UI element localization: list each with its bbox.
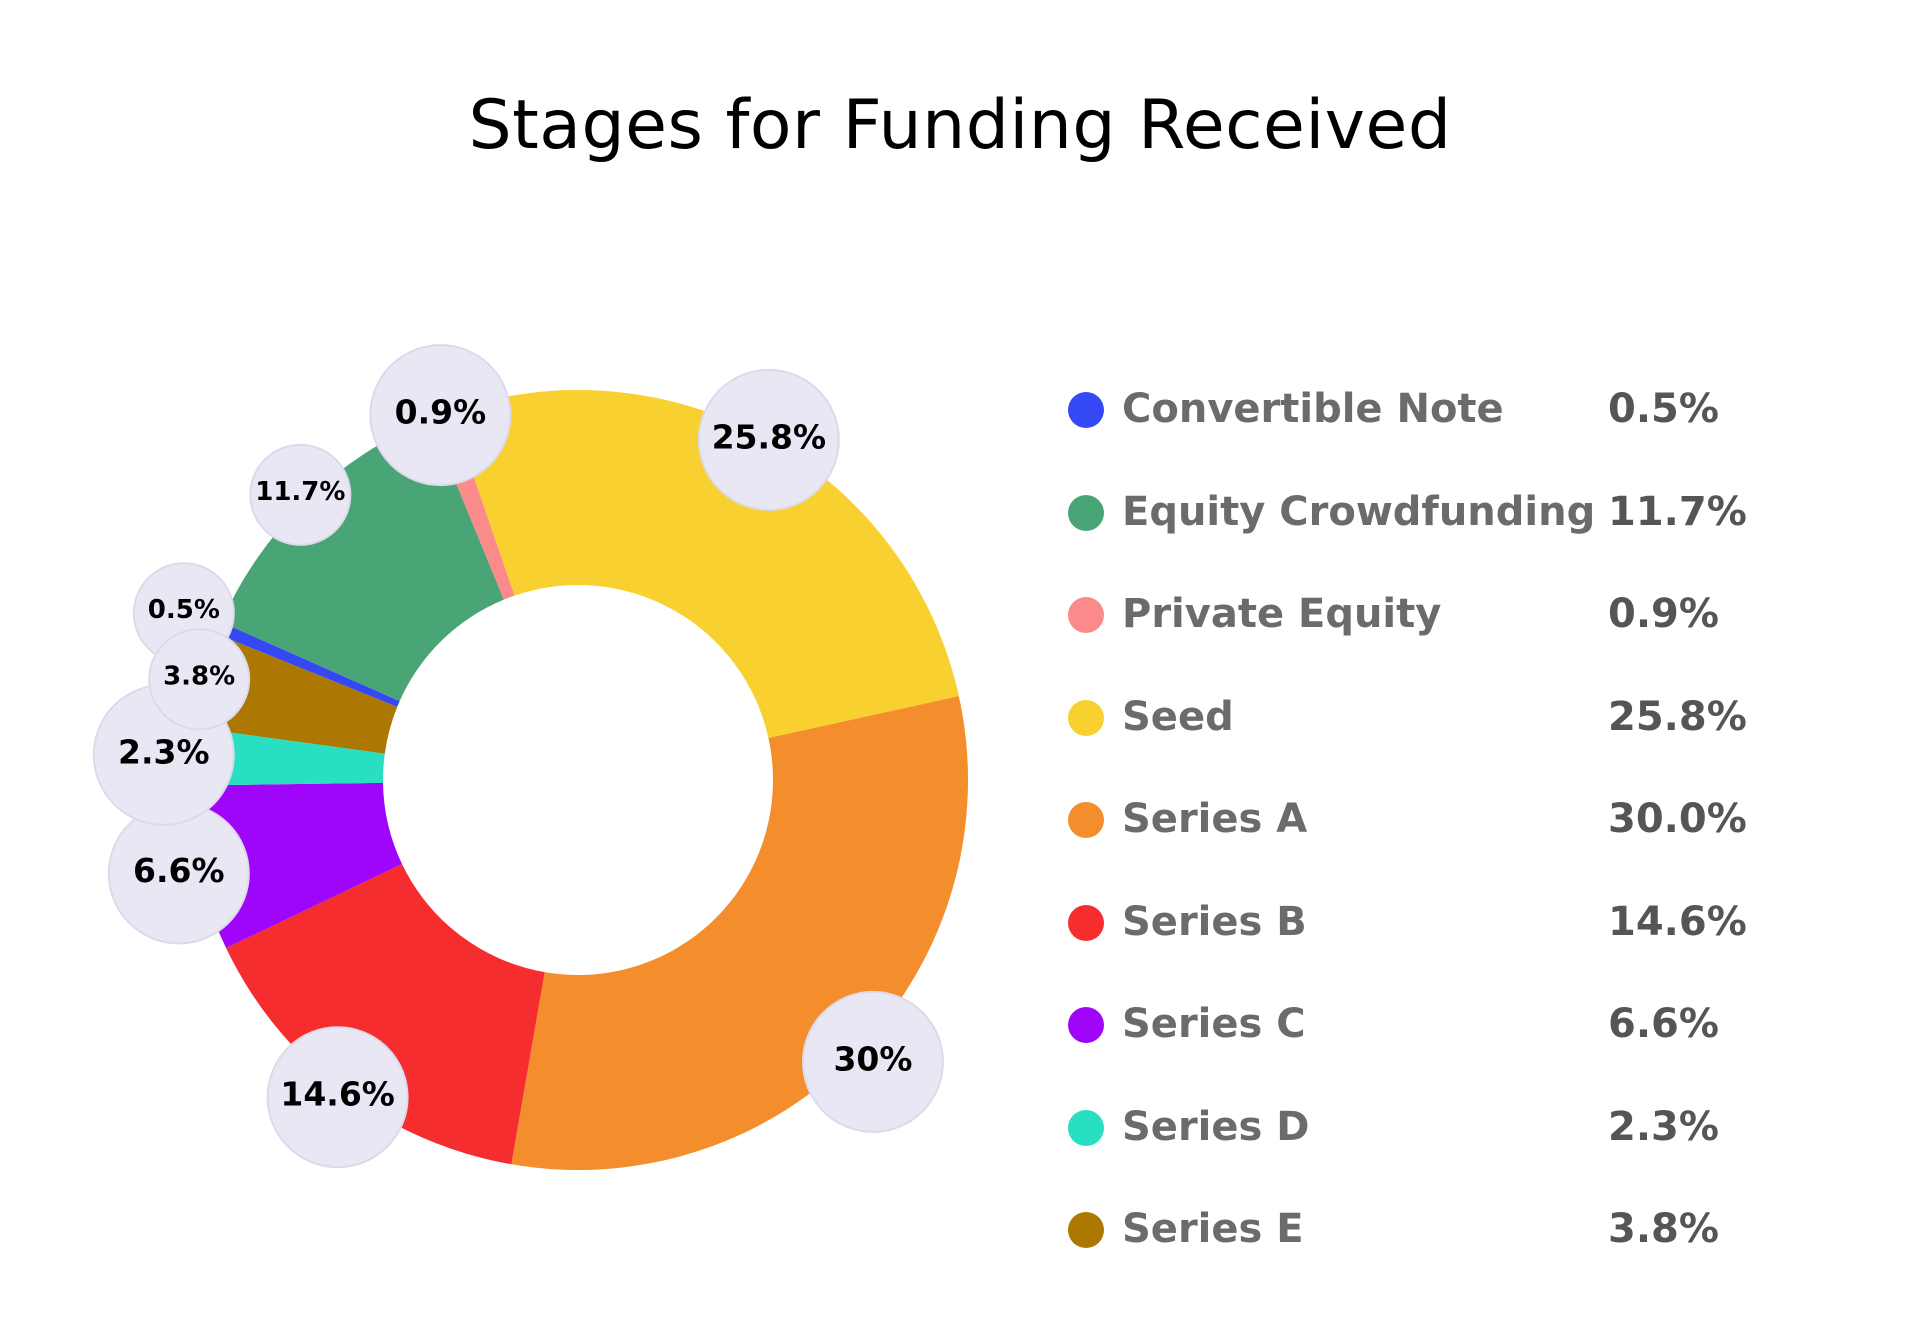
legend-dot (1068, 1212, 1104, 1248)
legend-label: Seed (1122, 693, 1234, 740)
callout-bubble (266, 1026, 409, 1169)
legend-label: Series D (1122, 1103, 1310, 1150)
legend-value: 3.8% (1608, 1206, 1719, 1252)
slice-convertible-note (216, 622, 400, 707)
legend-value: 30.0% (1608, 796, 1747, 842)
slice-equity-crowdfunding (221, 419, 504, 702)
legend-value: 0.9% (1608, 591, 1719, 637)
legend-dot (1068, 392, 1104, 428)
callout-seed: 25.8% (697, 368, 840, 511)
data-label: 11.7% (255, 477, 345, 507)
callout-private-equity: 0.9% (369, 344, 512, 487)
callout-series-a: 30% (801, 990, 944, 1133)
data-label: 0.9% (395, 393, 487, 432)
legend-label: Series A (1122, 796, 1308, 842)
callout-bubble (148, 628, 251, 731)
legend-label: Series B (1122, 898, 1307, 945)
callout-bubble (249, 443, 352, 546)
callouts-layer: 0.5% 11.7% 0.9% 25.8% 30% 14.6% 6.6% 2.3% 3.8% (92, 344, 944, 1169)
data-label: 30% (833, 1039, 912, 1078)
legend-label: Series E (1122, 1206, 1304, 1252)
callout-equity-crowdfunding: 11.7% (249, 443, 352, 546)
legend-label: Convertible Note (1122, 386, 1504, 432)
legend-dot (1068, 802, 1104, 838)
data-label: 2.3% (118, 732, 210, 771)
callout-bubble (801, 990, 944, 1133)
callout-series-e: 3.8% (148, 628, 251, 731)
slice-seed (451, 390, 959, 739)
legend-dot (1068, 1007, 1104, 1043)
legend-dot (1068, 699, 1104, 736)
legend-dot (1068, 597, 1104, 633)
legend-value: 14.6% (1608, 898, 1747, 945)
legend-dot (1068, 494, 1104, 531)
legend-value: 2.3% (1608, 1103, 1719, 1150)
legend-value: 25.8% (1608, 693, 1747, 740)
legend-label: Series C (1122, 1001, 1306, 1047)
legend-dot (1068, 1109, 1104, 1146)
slice-series-b (226, 864, 545, 1165)
data-label: 3.8% (163, 661, 235, 691)
callout-bubble (369, 344, 512, 487)
data-label: 0.5% (148, 595, 220, 625)
legend-label: Equity Crowdfunding (1122, 488, 1596, 535)
callout-series-c: 6.6% (107, 802, 250, 945)
legend-dot (1068, 904, 1104, 941)
data-label: 25.8% (712, 417, 827, 456)
slice-series-c (188, 782, 403, 949)
legend-value: 6.6% (1608, 1001, 1719, 1047)
slice-series-d (187, 727, 385, 786)
data-label: 6.6% (133, 851, 225, 890)
data-label: 14.6% (280, 1075, 395, 1114)
legend-value: 0.5% (1608, 386, 1719, 432)
callout-series-b: 14.6% (266, 1026, 409, 1169)
legend-value: 11.7% (1608, 488, 1747, 535)
legend-label: Private Equity (1122, 591, 1442, 637)
callout-bubble (697, 368, 840, 511)
page-title: Stages for Funding Received (468, 86, 1452, 165)
